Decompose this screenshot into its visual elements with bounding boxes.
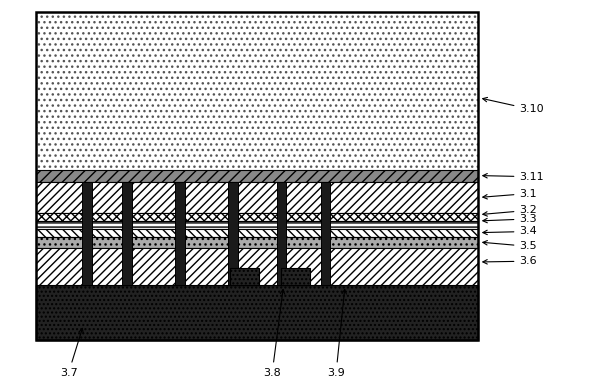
Bar xyxy=(228,182,238,285)
Text: 3.6: 3.6 xyxy=(483,256,537,266)
Bar xyxy=(36,285,478,340)
Text: 3.11: 3.11 xyxy=(483,172,544,182)
Text: 3.5: 3.5 xyxy=(483,240,537,251)
Bar xyxy=(122,182,132,285)
Bar xyxy=(36,12,478,170)
Text: 3.4: 3.4 xyxy=(483,226,537,237)
Bar xyxy=(36,221,478,229)
Bar xyxy=(82,182,92,285)
Bar xyxy=(276,182,287,285)
Bar xyxy=(36,182,478,213)
Text: 3.7: 3.7 xyxy=(60,328,83,378)
Bar xyxy=(36,213,478,221)
Bar xyxy=(321,182,331,285)
Text: 3.3: 3.3 xyxy=(483,214,537,224)
Text: 3.2: 3.2 xyxy=(483,205,537,216)
Bar xyxy=(281,268,310,285)
Bar xyxy=(36,237,478,248)
Text: 3.10: 3.10 xyxy=(483,97,544,115)
Text: 3.1: 3.1 xyxy=(483,188,537,199)
Bar xyxy=(36,229,478,237)
Text: 3.9: 3.9 xyxy=(327,289,346,378)
Bar xyxy=(36,170,478,182)
Bar xyxy=(230,268,259,285)
Bar xyxy=(175,182,184,285)
Text: 3.8: 3.8 xyxy=(263,289,285,378)
Bar xyxy=(36,12,478,340)
Bar xyxy=(36,248,478,285)
